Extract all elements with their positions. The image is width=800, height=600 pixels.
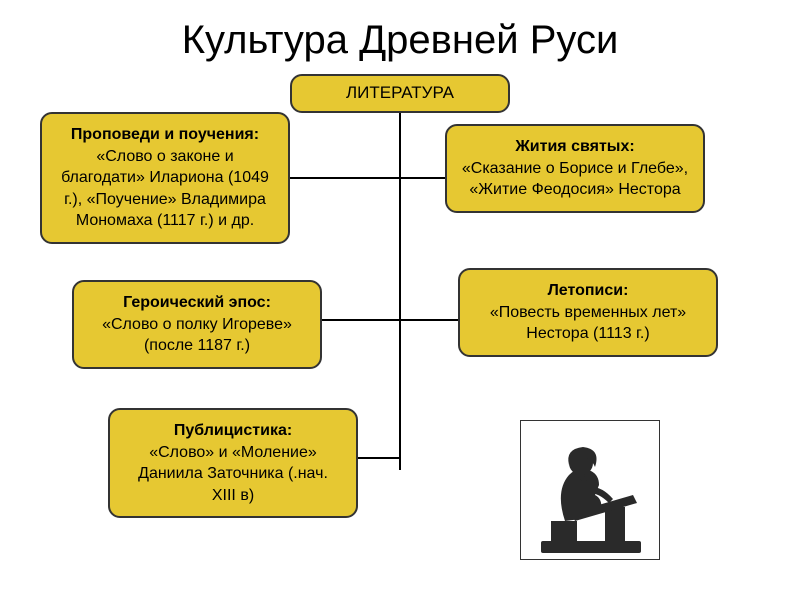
node-sermons-heading: Проповеди и поучения:	[71, 126, 259, 143]
root-node-literature: ЛИТЕРАТУРА	[290, 74, 510, 113]
node-chron-heading: Летописи:	[548, 282, 629, 299]
node-epic-body: «Слово о полку Игореве» (после 1187 г.)	[102, 316, 292, 355]
node-hagiography: Жития святых: «Сказание о Борисе и Глебе…	[445, 124, 705, 213]
node-sermons: Проповеди и поучения: «Слово о законе и …	[40, 112, 290, 244]
node-sermons-body: «Слово о законе и благодати» Илариона (1…	[61, 148, 269, 230]
node-epic: Героический эпос: «Слово о полку Игореве…	[72, 280, 322, 369]
node-publicistics: Публицистика: «Слово» и «Моление» Даниил…	[108, 408, 358, 518]
node-hagiog-body: «Сказание о Борисе и Глебе», «Житие Феод…	[462, 160, 688, 199]
node-epic-heading: Героический эпос:	[123, 294, 271, 311]
root-label: ЛИТЕРАТУРА	[346, 83, 454, 102]
node-hagiog-heading: Жития святых:	[515, 138, 634, 155]
node-pub-body: «Слово» и «Моление» Даниила Заточника (.…	[138, 444, 328, 504]
node-chronicles: Летописи: «Повесть временных лет» Нестор…	[458, 268, 718, 357]
node-chron-body: «Повесть временных лет» Нестора (1113 г.…	[490, 304, 686, 343]
slide-title: Культура Древней Руси	[0, 18, 800, 63]
scribe-illustration	[520, 420, 660, 560]
node-pub-heading: Публицистика:	[174, 422, 292, 439]
